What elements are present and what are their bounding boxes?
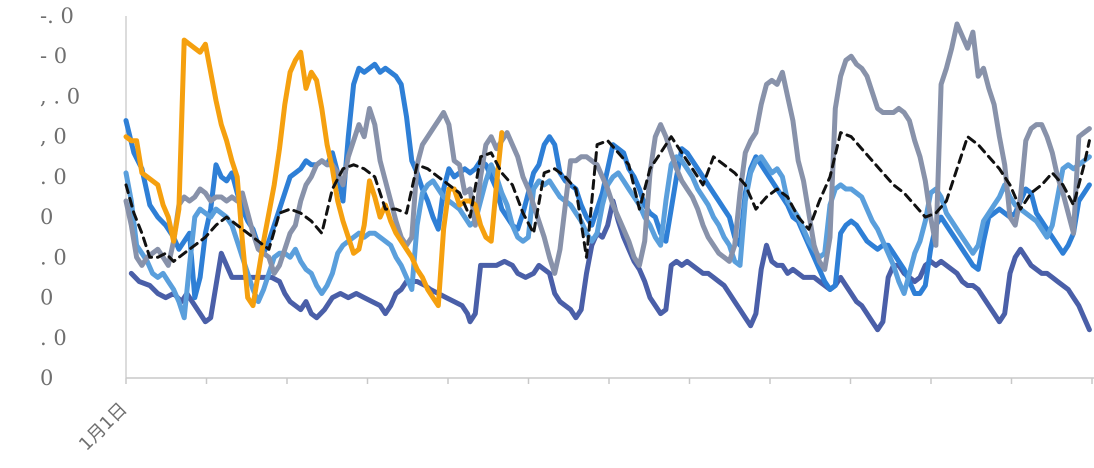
y-axis-tick-labels: -. 0 - 0 , . 0 , 0 . 0 0 . 0 0 . 0 0 [40,4,80,390]
series-group [123,21,1092,333]
series-line-5 [123,37,505,309]
y-tick-label: . 0 [40,326,67,350]
y-tick-label: -. 0 [40,4,74,28]
y-tick-label: 0 [40,286,53,310]
y-tick-label: - 0 [40,44,67,68]
series-line-2 [123,61,1092,301]
y-tick-label: 0 [40,205,53,229]
y-tick-label: 0 [40,366,53,390]
x-axis-ticks [125,378,1093,384]
series-line-1 [128,198,1092,333]
y-tick-label: , . 0 [40,84,80,108]
y-tick-label: . 0 [40,165,67,189]
y-tick-label: , 0 [40,125,67,149]
y-tick-label: . 0 [40,245,67,269]
series-line-6 [124,131,1091,263]
series-line-4 [123,21,1092,276]
x-tick-label: 1月1日 [75,399,132,456]
